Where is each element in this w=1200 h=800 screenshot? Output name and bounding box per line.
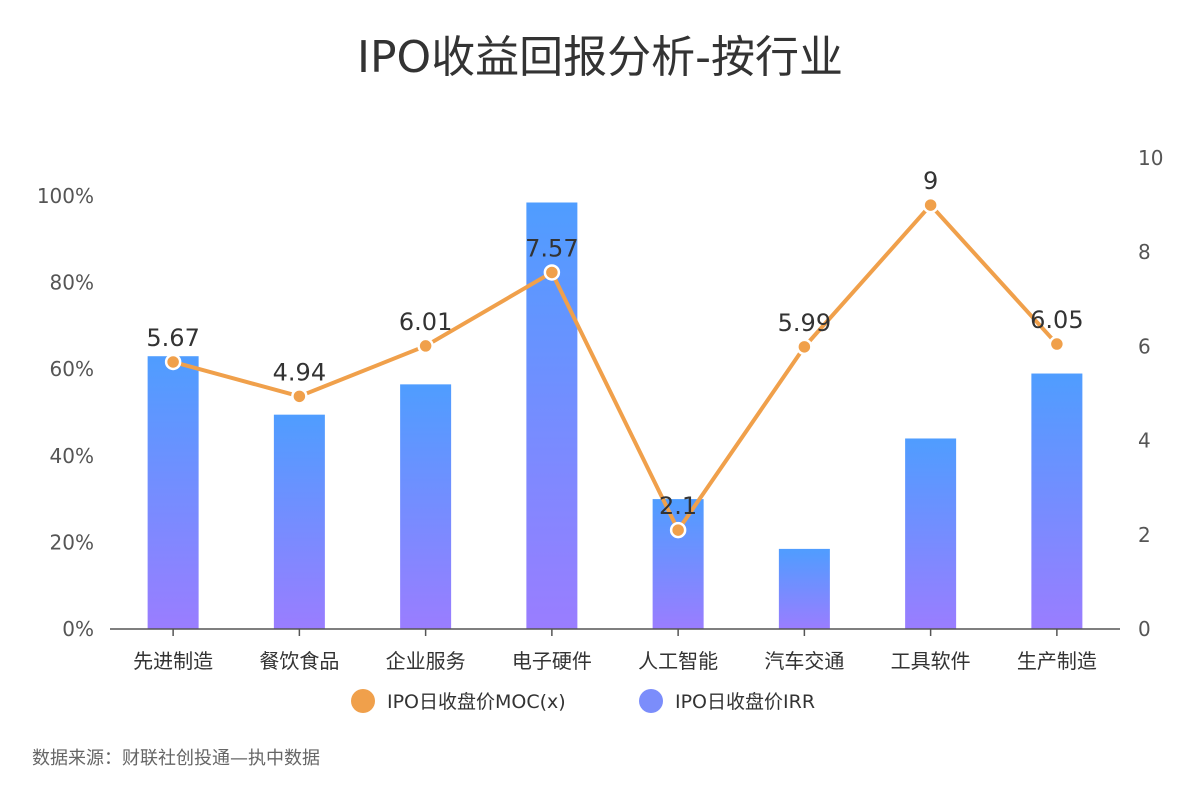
moc-data-label: 9 [923, 167, 938, 195]
moc-data-label: 6.05 [1030, 306, 1083, 334]
x-tick-label: 人工智能 [638, 649, 718, 673]
left-tick-label: 0% [62, 617, 94, 641]
legend-item: IPO日收盘价IRR [639, 689, 815, 713]
moc-point [669, 521, 687, 539]
moc-point [543, 264, 561, 281]
right-tick-label: 0 [1138, 617, 1151, 641]
source-note: 数据来源：财联社创投通—执中数据 [32, 748, 320, 769]
moc-point [922, 196, 939, 214]
moc-data-label: 4.94 [273, 358, 326, 386]
left-tick-label: 60% [50, 357, 94, 381]
moc-point [796, 338, 813, 356]
left-tick-label: 20% [50, 530, 94, 554]
moc-data-label: 2.1 [659, 492, 697, 520]
x-tick-label: 企业服务 [386, 649, 466, 673]
legend: IPO日收盘价MOC(x) IPO日收盘价IRR [351, 689, 815, 713]
moc-point [164, 353, 182, 371]
moc-data-label: 6.01 [399, 308, 452, 336]
legend-marker [639, 689, 663, 713]
bar-先进制造 [147, 356, 199, 629]
moc-data-label: 5.99 [778, 309, 831, 337]
x-tick-label: 电子硬件 [512, 649, 592, 673]
legend-item: IPO日收盘价MOC(x) [351, 689, 566, 713]
bar-生产制造 [1031, 373, 1083, 629]
right-tick-label: 10 [1138, 146, 1163, 170]
bar-工具软件 [905, 438, 957, 629]
bar-汽车交通 [778, 548, 830, 629]
right-axis: 0 2 4 6 8 10 [1138, 146, 1163, 641]
moc-point [291, 388, 308, 405]
moc-data-label: 5.67 [146, 324, 199, 352]
bar-餐饮食品 [273, 414, 325, 629]
legend-label: IPO日收盘价MOC(x) [387, 691, 566, 713]
moc-data-label: 7.57 [525, 234, 578, 262]
x-tick-label: 汽车交通 [764, 649, 844, 673]
x-tick-label: 餐饮食品 [259, 649, 339, 673]
left-axis: 0% 20% 40% 60% 80% 100% [37, 184, 94, 641]
bar-企业服务 [400, 384, 452, 629]
right-tick-label: 8 [1138, 240, 1151, 264]
legend-marker [351, 689, 375, 713]
left-tick-label: 100% [37, 184, 94, 208]
x-tick-label: 工具软件 [891, 649, 971, 673]
moc-point [1048, 335, 1066, 353]
chart-title: IPO收益回报分析-按行业 [357, 32, 843, 83]
bar-人工智能 [652, 499, 704, 629]
bar-series [147, 202, 1083, 629]
line-series: 5.67 4.94 6.01 7.57 2.1 5.99 9 6.05 [146, 167, 1084, 539]
right-tick-label: 6 [1138, 334, 1151, 358]
legend-label: IPO日收盘价IRR [675, 691, 815, 713]
x-tick-label: 生产制造 [1017, 649, 1097, 673]
right-tick-label: 2 [1138, 523, 1151, 547]
x-tick-label: 先进制造 [133, 649, 213, 673]
x-axis: 先进制造 餐饮食品 企业服务 电子硬件 人工智能 汽车交通 工具软件 生产制造 [133, 629, 1097, 673]
left-tick-label: 80% [50, 271, 94, 295]
right-tick-label: 4 [1138, 429, 1151, 453]
moc-point [417, 337, 434, 355]
moc-line [172, 203, 1059, 533]
left-tick-label: 40% [50, 444, 94, 468]
